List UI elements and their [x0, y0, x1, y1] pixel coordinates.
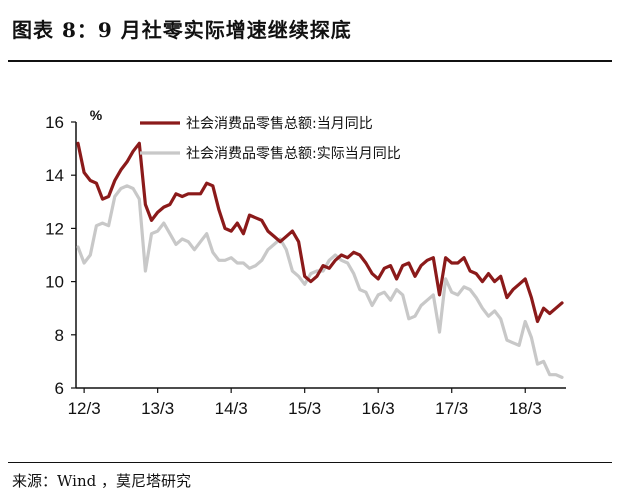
legend-label: 社会消费品零售总额:实际当月同比	[186, 146, 401, 162]
y-tick-label: 6	[55, 379, 64, 398]
x-tick-label: 12/3	[68, 399, 101, 418]
y-tick-label: 10	[45, 273, 64, 292]
source-rule	[8, 462, 612, 463]
y-tick-label: 12	[45, 219, 64, 238]
y-tick-label: 8	[55, 326, 64, 345]
figure-source: 来源：Wind ，莫尼塔研究	[12, 472, 191, 490]
chart-axes: 16 14 12 10 8 6% 12/3 13/3 14/3 15/3 16/3 17/3 18/3	[45, 107, 566, 418]
x-tick-label: 16/3	[362, 399, 395, 418]
series-line-nominal	[76, 141, 564, 324]
x-tick-label: 13/3	[141, 399, 174, 418]
title-rule	[8, 60, 612, 62]
x-tick-label: 14/3	[215, 399, 248, 418]
y-tick-label: 16	[45, 113, 64, 132]
y-unit-label: %	[90, 107, 103, 123]
y-tick-label: 14	[45, 166, 64, 185]
series-layer	[76, 141, 564, 379]
x-tick-label: 15/3	[288, 399, 321, 418]
x-tick-label: 17/3	[435, 399, 468, 418]
legend-label: 社会消费品零售总额:当月同比	[186, 116, 373, 132]
figure-title: 图表 8：9 月社零实际增速继续探底	[12, 18, 352, 42]
x-tick-label: 18/3	[509, 399, 542, 418]
